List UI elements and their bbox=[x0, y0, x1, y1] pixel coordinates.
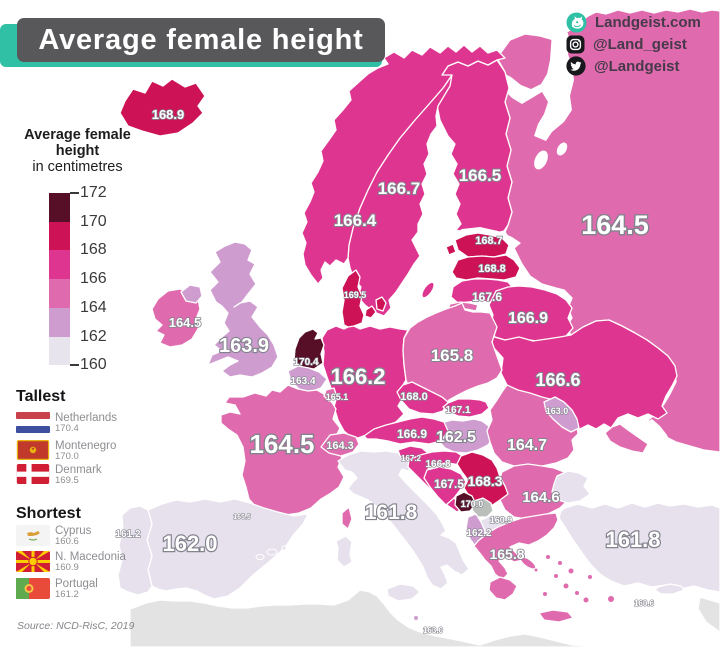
svg-text:165.8: 165.8 bbox=[489, 546, 524, 562]
svg-text:162.5: 162.5 bbox=[436, 429, 476, 446]
svg-text:169.5: 169.5 bbox=[344, 290, 367, 300]
svg-text:161.8: 161.8 bbox=[365, 501, 418, 524]
svg-text:160.6: 160.6 bbox=[634, 599, 655, 608]
svg-text:166.5: 166.5 bbox=[459, 166, 502, 185]
svg-text:163.0: 163.0 bbox=[423, 626, 444, 635]
svg-text:167.5: 167.5 bbox=[434, 477, 464, 491]
svg-text:162.2: 162.2 bbox=[466, 528, 491, 539]
svg-text:165.8: 165.8 bbox=[431, 346, 474, 365]
svg-text:168.3: 168.3 bbox=[467, 473, 502, 489]
svg-text:161.8: 161.8 bbox=[605, 527, 660, 552]
svg-text:165.1: 165.1 bbox=[326, 392, 349, 402]
svg-text:167.2: 167.2 bbox=[401, 454, 422, 463]
svg-text:164.5: 164.5 bbox=[169, 315, 202, 330]
svg-text:166.2: 166.2 bbox=[330, 364, 385, 389]
svg-text:167.6: 167.6 bbox=[472, 290, 502, 304]
svg-text:166.9: 166.9 bbox=[508, 310, 548, 327]
svg-text:163.4: 163.4 bbox=[290, 376, 315, 387]
svg-text:168.7: 168.7 bbox=[475, 235, 503, 247]
svg-text:160.9: 160.9 bbox=[490, 515, 513, 525]
svg-text:166.6: 166.6 bbox=[535, 370, 580, 390]
svg-text:166.4: 166.4 bbox=[334, 211, 377, 230]
svg-text:168.8: 168.8 bbox=[478, 263, 506, 275]
svg-text:166.7: 166.7 bbox=[378, 179, 421, 198]
svg-text:167.1: 167.1 bbox=[445, 405, 470, 416]
svg-text:161.2: 161.2 bbox=[115, 529, 140, 540]
svg-text:164.3: 164.3 bbox=[326, 440, 354, 452]
svg-text:164.5: 164.5 bbox=[249, 429, 314, 459]
svg-text:164.5: 164.5 bbox=[581, 210, 649, 240]
svg-text:163.9: 163.9 bbox=[219, 335, 269, 357]
svg-text:170.4: 170.4 bbox=[293, 357, 318, 368]
svg-text:170.0: 170.0 bbox=[461, 499, 484, 509]
svg-text:164.7: 164.7 bbox=[507, 437, 547, 454]
svg-text:166.8: 166.8 bbox=[425, 459, 450, 470]
svg-text:163.0: 163.0 bbox=[546, 406, 569, 416]
svg-text:164.6: 164.6 bbox=[522, 489, 560, 506]
svg-text:165.5: 165.5 bbox=[233, 514, 251, 521]
svg-text:168.9: 168.9 bbox=[152, 107, 185, 122]
svg-text:168.0: 168.0 bbox=[400, 391, 428, 403]
svg-text:166.9: 166.9 bbox=[397, 427, 427, 441]
svg-text:162.0: 162.0 bbox=[162, 531, 217, 556]
